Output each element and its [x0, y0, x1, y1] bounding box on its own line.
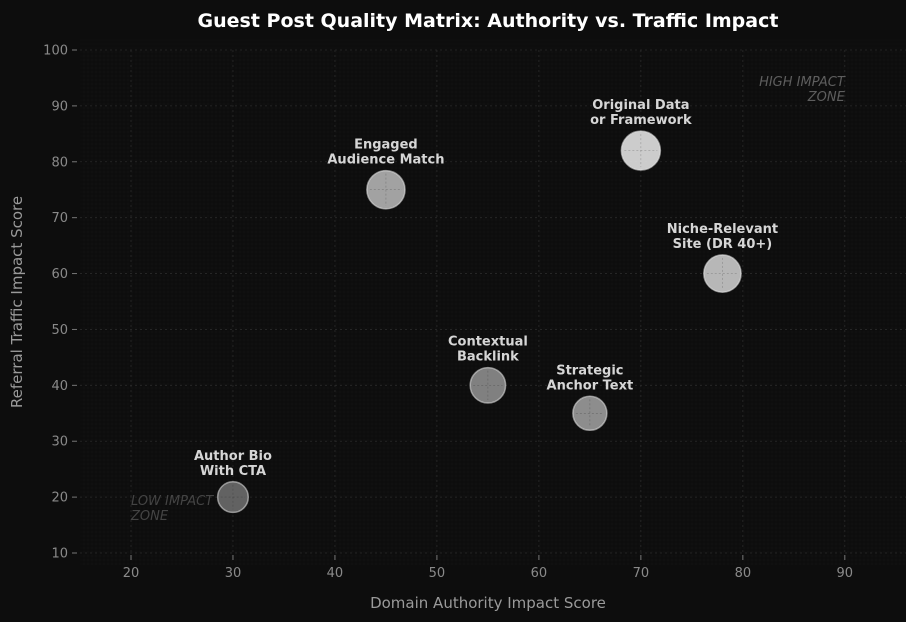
y-tick-label: 50 — [51, 323, 68, 338]
point-layer: Author Bio With CTA Engaged Audience Match C… — [194, 98, 778, 514]
y-tick-label: 20 — [51, 491, 68, 506]
y-axis-label: Referral Traffic Impact Score — [8, 196, 26, 408]
x-tick-label: 20 — [123, 566, 140, 581]
y-tick-label: 30 — [51, 435, 68, 450]
x-axis-label: Domain Authority Impact Score — [370, 594, 606, 612]
data-point — [366, 169, 406, 210]
x-tick-label: 30 — [225, 566, 242, 581]
x-tick-label: 60 — [531, 566, 548, 581]
grid-layer — [80, 39, 906, 565]
data-point — [620, 130, 662, 171]
data-point — [469, 366, 507, 404]
x-tick-label: 70 — [633, 566, 650, 581]
data-point — [703, 254, 742, 293]
data-point-label: Author Bio With CTA — [194, 449, 272, 479]
data-point — [216, 481, 250, 514]
x-tick-label: 40 — [327, 566, 344, 581]
y-tick-label: 70 — [51, 211, 68, 226]
data-point — [572, 395, 608, 432]
data-point-label: Niche-Relevant Site (DR 40+) — [667, 222, 778, 252]
data-point-label: Strategic Anchor Text — [547, 363, 634, 393]
y-tick-label: 60 — [51, 267, 68, 282]
data-point-label: Engaged Audience Match — [327, 138, 444, 168]
annotation-layer: HIGH IMPACT ZONE LOW IMPACT ZONE — [130, 75, 846, 524]
y-tick-label: 80 — [51, 155, 68, 170]
y-tick-label: 90 — [51, 99, 68, 114]
axis-layer: 20 30 40 50 60 70 80 90 10 20 30 40 50 60 70 80 90 100 — [43, 44, 853, 582]
x-tick-label: 50 — [429, 566, 446, 581]
data-point-label: Contextual Backlink — [448, 335, 528, 365]
data-point-label: Original Data or Framework — [590, 98, 692, 128]
chart-title: Guest Post Quality Matrix: Authority vs.… — [198, 10, 779, 32]
y-tick-label: 100 — [43, 44, 68, 59]
y-tick-label: 10 — [51, 547, 68, 562]
x-tick-label: 90 — [837, 566, 854, 581]
y-tick-label: 40 — [51, 379, 68, 394]
high-impact-zone-label: HIGH IMPACT ZONE — [759, 75, 846, 105]
x-tick-label: 80 — [735, 566, 752, 581]
low-impact-zone-label: LOW IMPACT ZONE — [130, 494, 214, 524]
